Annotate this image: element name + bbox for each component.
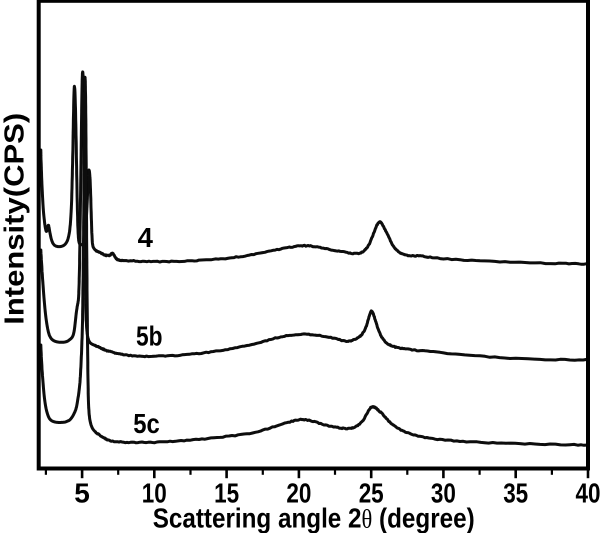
svg-text:35: 35	[503, 478, 528, 509]
svg-text:10: 10	[142, 478, 167, 509]
svg-text:20: 20	[286, 478, 311, 509]
svg-text:Intensity(CPS): Intensity(CPS)	[0, 113, 30, 325]
svg-text:30: 30	[431, 478, 456, 509]
svg-text:40: 40	[576, 478, 601, 509]
svg-text:Scattering angle 2θ (degree): Scattering angle 2θ (degree)	[153, 503, 475, 533]
svg-text:4: 4	[138, 222, 154, 253]
svg-text:5: 5	[74, 478, 90, 509]
svg-text:25: 25	[359, 478, 384, 509]
svg-text:5c: 5c	[133, 408, 160, 439]
svg-text:5b: 5b	[136, 321, 163, 352]
svg-text:15: 15	[214, 478, 239, 509]
